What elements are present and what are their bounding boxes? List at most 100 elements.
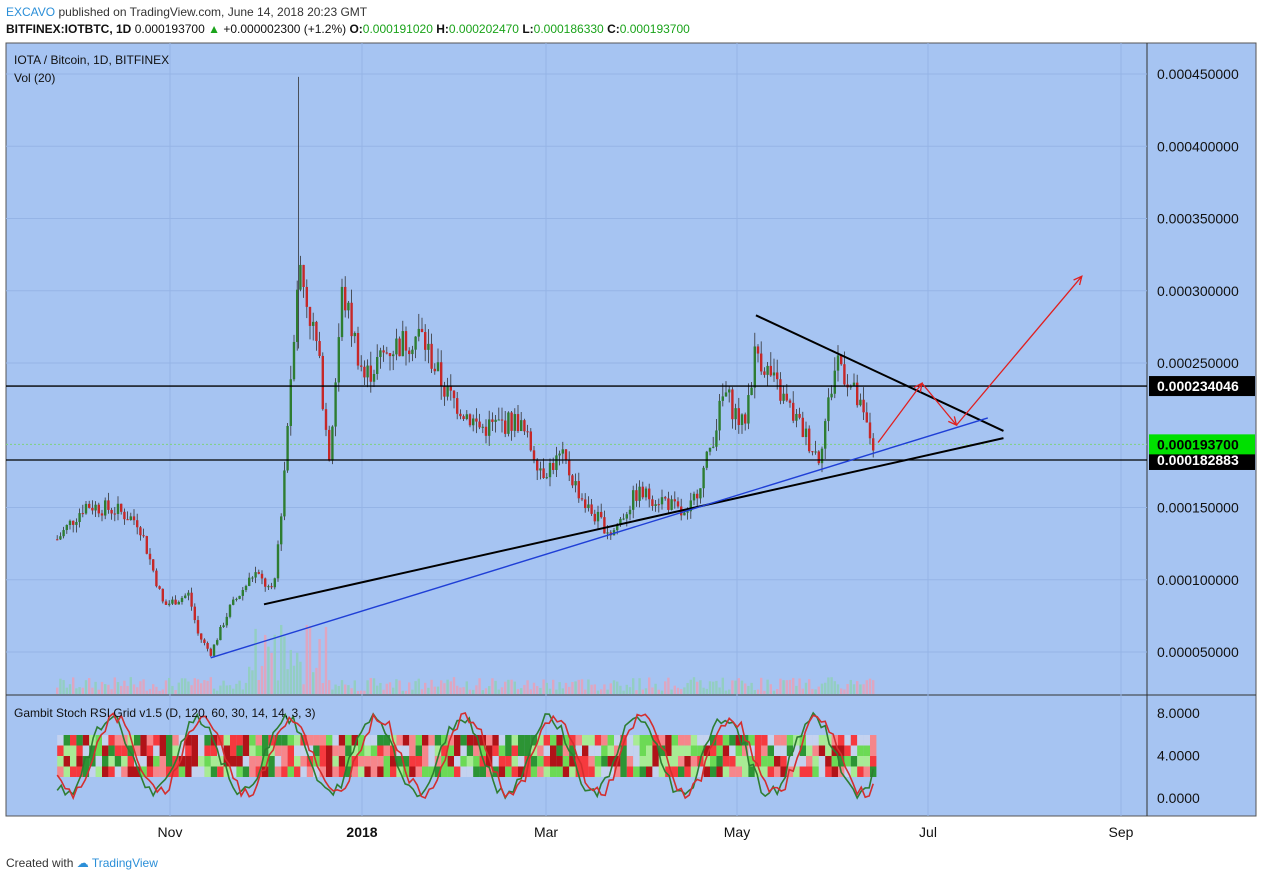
candle-body <box>113 513 116 515</box>
candle-body <box>56 539 59 541</box>
candle-body <box>622 518 625 520</box>
time-axis[interactable]: Nov 2018 Mar May Jul Sep <box>158 824 1134 840</box>
candle-body <box>235 598 238 600</box>
grid-cell <box>57 756 64 767</box>
grid-cell <box>588 756 595 767</box>
volume-bar <box>843 689 846 694</box>
volume-bar <box>113 677 116 694</box>
candle-body <box>491 419 494 422</box>
candle-body <box>129 516 132 521</box>
candle-body <box>328 429 331 461</box>
grid-cell <box>242 766 250 777</box>
grid-cell <box>479 756 486 767</box>
tradingview-cloud-icon: ☁ <box>76 856 89 870</box>
grid-cell <box>626 756 634 767</box>
volume-bar <box>804 682 808 694</box>
volume-bar <box>638 678 641 694</box>
grid-cell <box>262 735 269 746</box>
candle-body <box>283 470 286 517</box>
volume-bar <box>705 688 708 694</box>
volume-bar <box>654 683 657 694</box>
grid-cell <box>735 745 742 756</box>
candle-body <box>852 382 856 387</box>
grid-cell <box>838 756 845 767</box>
candle-body <box>350 302 353 337</box>
candle-body <box>126 519 129 521</box>
candle-body <box>216 640 219 645</box>
candle-body <box>619 518 622 525</box>
candle-body <box>446 385 449 397</box>
grid-cell <box>556 766 563 777</box>
grid-cell <box>511 735 518 746</box>
candle-body <box>724 392 728 397</box>
candle-body <box>308 306 312 326</box>
grid-cell <box>729 766 736 777</box>
candle-body <box>430 343 433 369</box>
volume-bar <box>347 685 350 694</box>
volume-bar <box>481 690 484 694</box>
candle-body <box>91 507 94 511</box>
grid-cell <box>588 735 595 746</box>
grid-cell <box>543 745 550 756</box>
volume-bar <box>686 682 689 694</box>
volume-bar <box>648 677 651 694</box>
grid-cell <box>287 735 294 746</box>
volume-bar <box>494 680 497 694</box>
candle-body <box>260 573 264 579</box>
candle-body <box>593 513 596 522</box>
author-link[interactable]: EXCAVO <box>6 5 56 19</box>
grid-cell <box>249 766 256 777</box>
grid-cell <box>588 766 595 777</box>
grid-cell <box>57 766 64 777</box>
grid-cell <box>562 745 570 756</box>
volume-bar <box>580 679 584 694</box>
candle-body <box>347 302 350 311</box>
grid-cell <box>466 766 474 777</box>
high-value: 0.000202470 <box>448 22 519 36</box>
volume-bar <box>264 634 267 694</box>
grid-cell <box>434 766 442 777</box>
grid-cell <box>415 766 422 777</box>
volume-bar <box>328 680 331 694</box>
grid-cell <box>594 735 602 746</box>
open-value: 0.000191020 <box>362 22 433 36</box>
candle-body <box>353 333 356 337</box>
grid-cell <box>82 756 90 767</box>
grid-cell <box>607 756 614 767</box>
tradingview-link[interactable]: TradingView <box>91 856 158 870</box>
candle-body <box>251 577 254 579</box>
volume-bar <box>62 680 65 694</box>
grid-cell <box>754 735 762 746</box>
grid-cell <box>146 766 154 777</box>
volume-bar <box>760 677 763 694</box>
grid-cell <box>511 766 518 777</box>
volume-bars <box>56 624 875 694</box>
candle-body <box>801 417 804 438</box>
grid-cell <box>812 756 819 767</box>
volume-bar <box>244 682 248 694</box>
grid-cell <box>492 735 499 746</box>
grid-cell <box>422 756 429 767</box>
volume-bar <box>612 680 616 694</box>
grid-cell <box>466 745 474 756</box>
grid-cell <box>722 756 730 767</box>
candle-body <box>696 493 699 499</box>
candle-body <box>398 338 401 357</box>
candle-body <box>836 355 840 371</box>
grid-cell <box>607 735 614 746</box>
volume-bar <box>417 678 420 694</box>
grid-cell <box>825 766 832 777</box>
grid-cell <box>735 766 742 777</box>
footer: Created with ☁ TradingView <box>6 856 158 870</box>
volume-bar <box>241 689 244 694</box>
drawings[interactable] <box>6 275 1147 659</box>
grid-cell <box>735 735 742 746</box>
price-axis[interactable]: 0.000450000 0.000400000 0.000350000 0.00030… <box>1149 66 1255 806</box>
candle-body <box>859 399 862 406</box>
grid-cell <box>146 735 154 746</box>
candle-body <box>174 599 177 605</box>
candles[interactable] <box>56 76 875 658</box>
volume-bar <box>852 684 856 694</box>
candle-body <box>88 503 91 508</box>
